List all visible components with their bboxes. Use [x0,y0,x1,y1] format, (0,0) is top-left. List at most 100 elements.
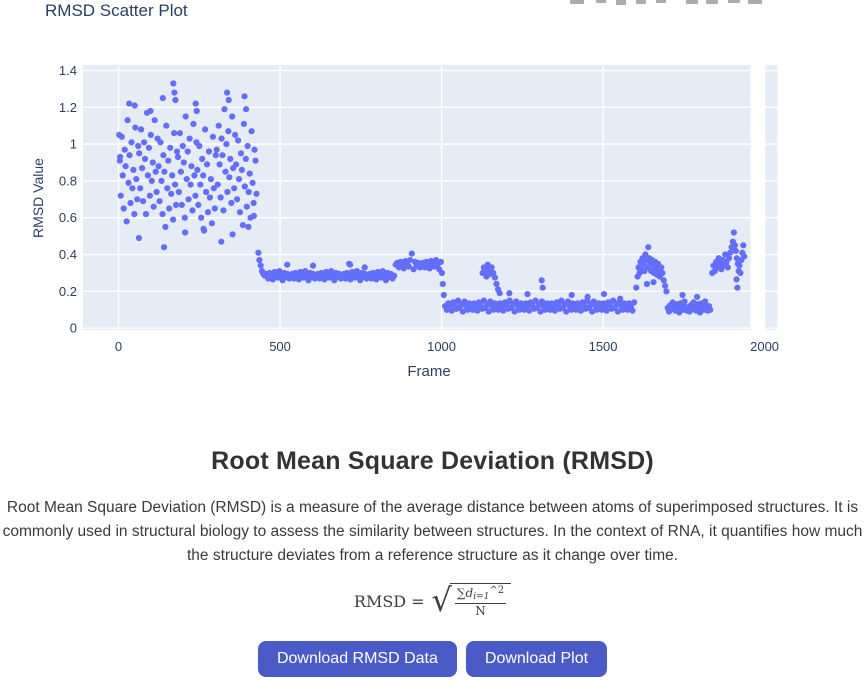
plotly-modebar [565,0,775,6]
scatter-point [172,96,179,104]
scatter-point [150,203,157,210]
scatter-point [707,306,714,313]
formula-subscript: i=1 [473,592,490,602]
scatter-point [524,291,531,298]
scatter-point [239,222,246,229]
scatter-point [176,130,183,137]
scatter-point [181,214,188,221]
scatter-point [116,157,123,164]
scatter-point [600,291,608,298]
scatter-point [603,307,610,314]
scatter-point [496,290,503,297]
zoom-in-icon[interactable] [686,0,698,4]
scatter-point [233,161,240,168]
scatter-point [506,290,513,297]
scatter-point [210,185,217,192]
formula-denominator: N [475,604,486,619]
scatter-point [193,107,200,115]
scatter-point [437,258,444,265]
scatter-point [227,155,234,162]
zoom-icon[interactable] [596,0,606,3]
autoscale-icon[interactable] [728,0,740,3]
zoom-out-icon[interactable] [706,0,718,4]
y-tick-label: 0.8 [59,173,77,188]
scatter-point [192,192,199,199]
scatter-point [537,308,544,315]
chart-title: RMSD Scatter Plot [45,1,188,20]
scatter-point [199,155,206,162]
scatter-point [192,100,199,107]
sigma-symbol: ∑ [456,586,466,600]
scatter-point [236,209,244,216]
pan-icon[interactable] [616,0,626,5]
scatter-point [134,196,141,203]
y-tick-label: 0.4 [59,247,77,262]
scatter-point [209,133,216,140]
scatter-point [741,253,748,260]
scatter-point [155,163,162,170]
scatter-point [131,102,138,109]
scatter-point [222,168,229,175]
scatter-point [120,205,127,212]
scatter-point [225,96,232,104]
rmsd-scatter-plot[interactable]: 0 500 1000 1500 2000 0 0.2 0.4 0.6 0.8 1 1.2 1.4 [0,0,865,400]
x-tick-label: 2000 [750,339,779,354]
scatter-point [161,168,168,175]
scatter-point [215,122,222,129]
scatter-point [539,284,546,291]
lasso-icon[interactable] [656,0,666,3]
scatter-point [235,176,243,183]
reset-axes-icon[interactable] [748,0,762,4]
scatter-point [732,247,739,254]
scatter-point [135,234,142,242]
scatter-point [139,165,146,172]
scatter-point [137,185,144,192]
sqrt-radical-icon: √ [431,581,452,620]
scatter-point [189,207,196,214]
scatter-point [730,229,738,236]
scatter-point [226,174,233,181]
y-axis-title: RMSD Value [30,158,46,238]
formula-superscript: ^2 [489,585,505,596]
scatter-point [191,172,198,179]
scatter-point [563,308,570,315]
scatter-point [144,172,151,179]
scatter-point [438,269,445,277]
scatter-point [125,179,132,186]
scatter-point [126,100,133,107]
scatter-point [551,307,559,314]
download-plot-button[interactable]: Download Plot [465,641,608,677]
scatter-point [617,295,624,302]
download-rmsd-data-button[interactable]: Download RMSD Data [257,641,457,677]
y-tick-label: 1.4 [59,63,77,78]
scatter-point [493,280,500,288]
formula-equals: = [411,591,425,611]
rmsd-formula: RMSD = √ ∑di=1^2 N [0,583,865,619]
x-tick-label: 500 [269,339,291,354]
formula-fraction: ∑di=1^2 N [449,583,512,619]
scatter-point [219,152,226,159]
scatter-point [642,251,649,258]
scatter-point [405,263,412,270]
scatter-point [159,211,166,218]
camera-icon[interactable] [570,0,584,4]
y-tick-label: 0.2 [59,284,77,299]
scatter-point [400,265,407,272]
scatter-point [221,106,228,113]
scatter-point [147,131,154,138]
scatter-point [162,223,169,230]
scatter-point [200,172,207,179]
x-axis-title: Frame [407,363,451,380]
scatter-point [128,139,135,146]
y-tick-label: 1.2 [59,100,77,115]
scatter-point [251,146,258,153]
scatter-point [220,207,227,214]
scatter-point [734,284,741,291]
scatter-point [225,128,232,135]
scatter-point [127,199,134,207]
scatter-point [663,288,670,295]
box-select-icon[interactable] [636,0,646,4]
scatter-point [407,257,414,264]
scatter-point [694,293,701,300]
scatter-point [224,89,231,96]
